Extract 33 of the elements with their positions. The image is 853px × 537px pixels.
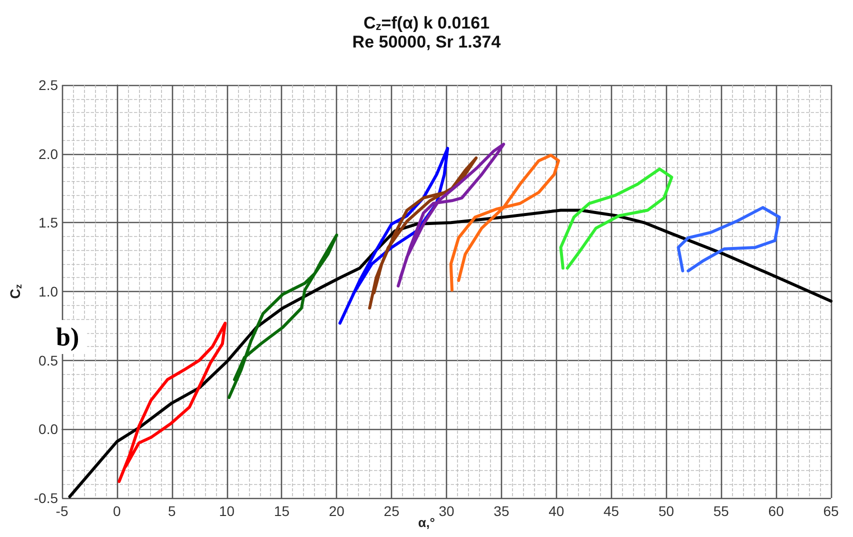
x-tick-label: 10 [219,503,235,519]
line-series [559,167,674,270]
x-tick-label: 45 [604,503,620,519]
x-tick-label: -5 [56,503,68,519]
y-tick-label: 0.5 [38,352,58,368]
x-tick-label: 40 [548,503,564,519]
x-tick-label: 60 [768,503,784,519]
annotation: b) [56,322,80,352]
y-tick-label: 1.5 [38,214,58,231]
x-tick-label: 65 [823,503,839,519]
x-tick-label: 20 [328,503,345,519]
line-series [449,154,560,292]
x-tick-label: 25 [384,503,400,519]
line-series [118,322,227,483]
x-axis-title: α,° [418,515,435,530]
line-series [368,156,478,310]
x-tick-label: 55 [713,503,730,519]
x-tick-label: 0 [113,503,122,519]
y-axis-title: Cz [7,284,24,299]
line-series [676,206,781,272]
x-tick-label: 30 [438,503,455,519]
y-tick-label: 2.5 [38,77,58,93]
x-tick-label: 15 [274,503,290,519]
y-tick-label: 2.0 [38,146,58,162]
y-tick-label: 1.0 [38,284,58,300]
line-series [228,234,338,400]
y-tick-label: -0.5 [34,490,58,506]
line-series [396,142,506,288]
x-tick-label: 5 [168,503,176,519]
chart-subtitle: Re 50000, Sr 1.374 [352,32,502,52]
x-tick-label: 50 [658,503,674,519]
x-tick-label: 35 [494,503,510,519]
y-tick-label: 0.0 [38,421,58,438]
